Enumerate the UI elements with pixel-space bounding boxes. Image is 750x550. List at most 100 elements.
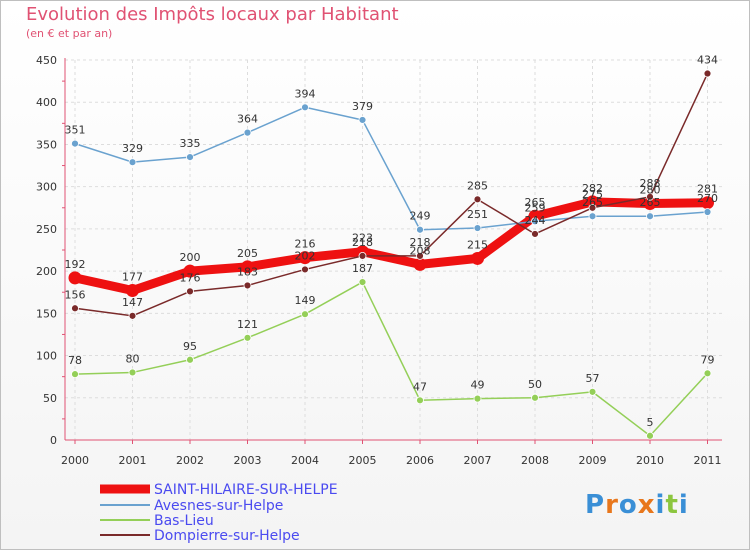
x-tick-label: 2010 — [636, 454, 664, 467]
data-point — [243, 333, 252, 342]
data-label: 280 — [640, 184, 661, 197]
y-tick-label: 200 — [36, 265, 57, 278]
logo-letter: t — [665, 490, 679, 520]
series-0 — [68, 195, 714, 298]
data-point — [183, 264, 197, 278]
data-label: 176 — [180, 271, 201, 284]
data-label: 50 — [528, 378, 542, 391]
data-label: 364 — [237, 113, 258, 126]
data-label: 147 — [122, 296, 143, 309]
data-point — [416, 252, 424, 260]
x-tick-label: 2002 — [176, 454, 204, 467]
series-layer — [68, 69, 714, 440]
data-point — [531, 230, 539, 238]
data-label: 121 — [237, 318, 258, 331]
data-point — [128, 311, 137, 320]
data-label: 259 — [525, 201, 546, 214]
x-tick-label: 2006 — [406, 454, 434, 467]
logo-letter: i — [655, 490, 666, 520]
data-point — [243, 128, 252, 137]
data-label: 192 — [65, 258, 86, 271]
data-point — [301, 310, 309, 319]
proxiti-logo: Proxiti — [585, 490, 689, 520]
data-point — [71, 370, 79, 379]
data-label: 215 — [467, 238, 488, 251]
data-label: 149 — [295, 294, 316, 307]
data-point — [588, 212, 597, 221]
data-label: 329 — [122, 142, 143, 155]
legend-label: Avesnes-sur-Helpe — [154, 498, 283, 514]
data-label: 335 — [180, 137, 201, 150]
data-point — [301, 103, 309, 112]
data-label: 434 — [697, 54, 718, 67]
data-point — [471, 251, 484, 265]
y-tick-label: 300 — [36, 181, 57, 194]
data-label: 223 — [352, 232, 373, 245]
logo-letter: P — [585, 490, 606, 520]
y-tick-label: 250 — [36, 223, 57, 236]
data-point — [646, 192, 654, 201]
logo-letter: x — [637, 490, 656, 520]
data-label: 205 — [237, 247, 258, 260]
x-tick-label: 2004 — [291, 454, 319, 467]
data-point — [703, 208, 712, 216]
data-label: 47 — [413, 380, 427, 393]
data-label: 95 — [183, 340, 197, 353]
data-label: 265 — [525, 196, 546, 209]
data-point — [588, 203, 597, 212]
data-point — [416, 225, 424, 234]
data-label: 351 — [65, 124, 86, 137]
data-label: 183 — [237, 265, 258, 278]
data-point — [301, 265, 309, 274]
grid — [65, 59, 722, 440]
x-tick-label: 2003 — [234, 454, 262, 467]
x-tick-label: 2007 — [464, 454, 492, 467]
data-label: 218 — [410, 236, 431, 249]
data-point — [531, 217, 539, 226]
data-label: 379 — [352, 100, 373, 113]
data-point — [703, 369, 712, 378]
data-label: 49 — [471, 379, 485, 392]
data-point — [531, 393, 539, 402]
data-label: 270 — [697, 192, 718, 205]
data-point — [473, 394, 482, 403]
series-1 — [71, 103, 712, 234]
logo-letter: r — [605, 490, 619, 520]
data-label: 282 — [582, 182, 603, 195]
data-point — [128, 368, 137, 377]
x-tick-label: 2001 — [119, 454, 147, 467]
data-point — [298, 251, 312, 265]
data-label: 285 — [467, 179, 488, 192]
x-tick-label: 2011 — [694, 454, 722, 467]
data-label: 57 — [586, 372, 600, 385]
x-tick-label: 2000 — [61, 454, 89, 467]
data-label: 265 — [640, 196, 661, 209]
data-point — [473, 224, 482, 232]
data-label: 281 — [697, 183, 718, 196]
data-point — [68, 271, 82, 285]
series-3 — [71, 69, 712, 320]
data-point — [586, 195, 599, 209]
data-label: 187 — [352, 262, 373, 275]
data-point — [243, 281, 252, 290]
y-tick-label: 350 — [36, 138, 57, 151]
data-point — [703, 69, 712, 78]
logo-letter: i — [678, 490, 689, 520]
data-point — [701, 196, 714, 210]
data-label: 208 — [410, 244, 431, 257]
data-label: 394 — [295, 87, 316, 100]
x-tick-label: 2008 — [521, 454, 549, 467]
data-point — [643, 197, 657, 211]
data-point — [358, 116, 367, 124]
data-label: 200 — [180, 251, 201, 264]
x-tick-label: 2005 — [349, 454, 377, 467]
data-point — [358, 278, 367, 286]
data-label: 218 — [352, 236, 373, 249]
data-label: 251 — [467, 208, 488, 221]
data-point — [646, 431, 654, 440]
data-label: 156 — [65, 288, 86, 301]
data-label: 216 — [295, 238, 316, 251]
data-point — [473, 195, 482, 204]
